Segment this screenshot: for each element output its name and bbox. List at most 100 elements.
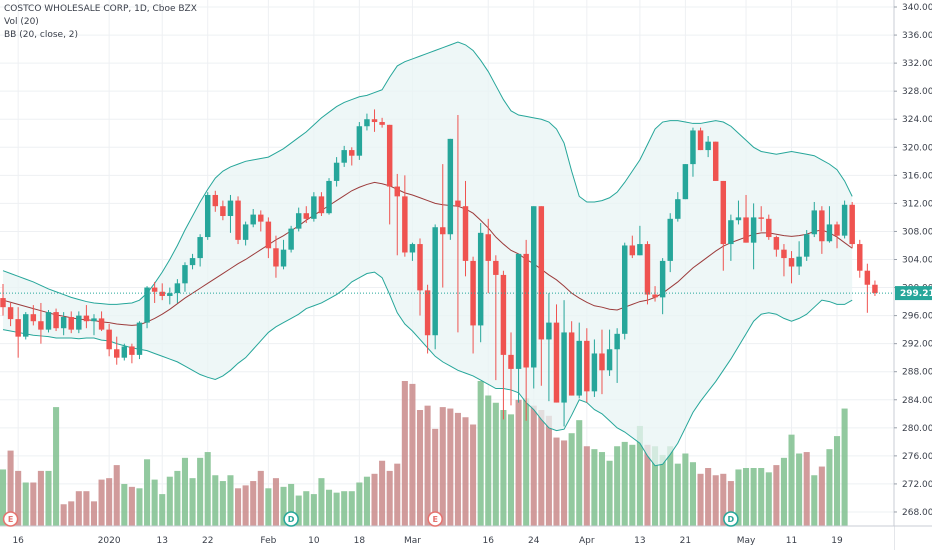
volume-bar <box>492 402 499 526</box>
time-tick-label: 24 <box>528 536 540 546</box>
volume-bar <box>174 470 181 526</box>
volume-bar <box>470 424 477 526</box>
price-tick-label: 316.00 <box>902 171 932 181</box>
volume-bar <box>121 483 128 526</box>
candle-body <box>53 312 59 329</box>
volume-indicator-label[interactable]: Vol (20) <box>4 17 39 27</box>
volume-bar <box>386 470 393 526</box>
candle-body <box>341 150 347 163</box>
volume-bar <box>7 450 14 526</box>
candle-body <box>675 199 681 219</box>
candle-body <box>531 206 537 368</box>
time-tick-label: 22 <box>202 536 213 546</box>
candle-body <box>288 228 294 250</box>
time-tick-label: 16 <box>12 536 24 546</box>
event-marker-label: E <box>8 515 13 524</box>
volume-bar <box>803 452 810 526</box>
time-tick-label: Apr <box>579 536 595 546</box>
candle-body <box>349 150 355 156</box>
price-tick-label: 288.00 <box>902 368 932 378</box>
candle-body <box>189 258 196 266</box>
volume-bar <box>500 410 507 526</box>
candle-body <box>682 164 689 200</box>
candle-body <box>781 249 787 259</box>
candle-body <box>174 283 181 294</box>
candle-body <box>712 141 719 181</box>
time-tick-label: May <box>737 536 756 546</box>
volume-bar <box>30 482 37 526</box>
volume-bar <box>113 465 120 526</box>
candle-body <box>76 315 82 330</box>
candle-body <box>197 237 203 259</box>
candle-body <box>606 349 613 371</box>
symbol-title[interactable]: COSTCO WHOLESALE CORP, 1D, Cboe BZX <box>4 4 197 14</box>
candle-body <box>758 217 764 219</box>
candle-body <box>614 333 620 350</box>
candle-body <box>311 196 317 219</box>
candle-body <box>364 119 370 127</box>
candle-body <box>258 214 264 222</box>
candle-body <box>106 329 112 350</box>
candle-body <box>477 232 484 326</box>
volume-bar <box>0 469 7 526</box>
volume-bar <box>280 486 287 526</box>
candle-body <box>773 237 780 250</box>
candle-body <box>159 291 165 296</box>
volume-bar <box>629 444 636 526</box>
volume-bar <box>788 434 795 526</box>
candle-body <box>424 290 431 336</box>
candle-body <box>591 353 598 392</box>
price-axis-bg <box>894 0 932 550</box>
volume-bar <box>409 383 416 526</box>
candle-body <box>38 321 44 330</box>
volume-bar <box>765 472 772 526</box>
candle-body <box>151 287 158 292</box>
volume-bar <box>561 440 568 526</box>
volume-bar <box>606 460 613 526</box>
candle-body <box>834 224 840 236</box>
candle-body <box>182 265 188 284</box>
volume-bar <box>818 466 825 526</box>
candle-body <box>788 258 795 267</box>
candle-body <box>819 210 825 242</box>
volume-bar <box>553 437 560 526</box>
candle-body <box>523 253 529 368</box>
price-tick-label: 280.00 <box>902 424 932 434</box>
candle-body <box>417 244 423 291</box>
candle-body <box>386 124 393 187</box>
candle-body <box>447 138 454 235</box>
volume-bar <box>636 425 643 526</box>
volume-bar <box>439 407 446 526</box>
volume-bar <box>462 417 469 526</box>
volume-bar <box>758 468 765 526</box>
volume-bar <box>674 463 681 526</box>
time-tick-label: 2020 <box>98 536 121 546</box>
candle-body <box>394 186 400 197</box>
price-tick-label: 292.00 <box>902 340 932 350</box>
volume-bar <box>735 469 742 526</box>
candle-body <box>98 318 105 330</box>
candle-body <box>280 249 287 267</box>
bollinger-indicator-label[interactable]: BB (20, close, 2) <box>4 30 79 40</box>
time-tick-label: Feb <box>260 536 276 546</box>
volume-bar <box>341 491 348 526</box>
event-marker-label: D <box>288 515 295 524</box>
candle-body <box>462 206 469 261</box>
volume-bar <box>598 452 606 526</box>
volume-bars <box>0 381 848 526</box>
candle-body <box>91 318 97 322</box>
candle-body <box>121 346 128 358</box>
candle-body <box>250 214 256 225</box>
volume-bar <box>424 405 431 526</box>
candle-body <box>68 317 74 330</box>
candle-body <box>515 253 522 369</box>
last-price-label: 299.21 <box>900 289 932 299</box>
volume-bar <box>295 495 302 526</box>
candle-body <box>23 314 29 337</box>
volume-bar <box>712 475 719 526</box>
volume-bar <box>128 486 135 526</box>
time-tick-label: 13 <box>634 536 645 546</box>
volume-bar <box>454 412 461 526</box>
volume-bar <box>720 473 727 526</box>
candle-body <box>402 196 408 253</box>
